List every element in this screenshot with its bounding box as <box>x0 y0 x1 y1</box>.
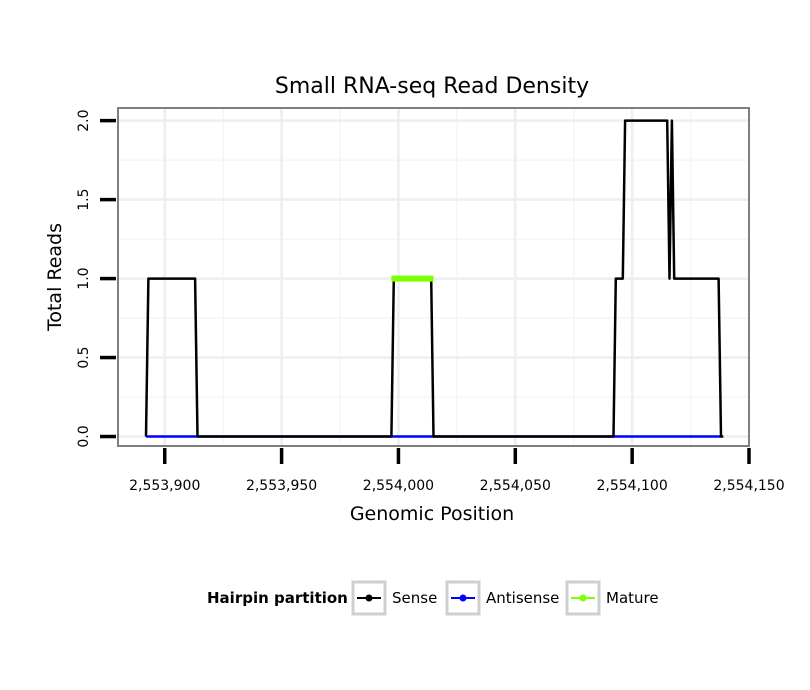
y-tick-label: 0.5 <box>76 346 92 368</box>
legend-key-point <box>459 594 467 602</box>
x-tick-label: 2,553,950 <box>246 478 317 494</box>
legend-key-point <box>365 594 373 602</box>
y-tick-label: 1.5 <box>76 188 92 210</box>
legend-label-sense: Sense <box>392 589 437 607</box>
series-layer <box>144 119 724 438</box>
y-axis: 0.0 0.5 1.0 1.5 2.0 <box>76 110 116 448</box>
x-tick-label: 2,554,000 <box>363 478 434 494</box>
legend-label-antisense: Antisense <box>486 589 559 607</box>
x-axis: 2,553,900 2,553,950 2,554,000 2,554,050 2,55… <box>129 448 785 494</box>
y-axis-title: Total Reads <box>44 223 66 332</box>
series-line-sense <box>144 119 724 438</box>
x-tick-label: 2,553,900 <box>129 478 200 494</box>
y-tick-label: 1.0 <box>76 267 92 289</box>
y-tick-label: 2.0 <box>76 110 92 132</box>
x-axis-title: Genomic Position <box>350 503 514 525</box>
panel-border <box>117 107 750 447</box>
legend-label-mature: Mature <box>606 589 659 607</box>
x-tick-label: 2,554,150 <box>713 478 784 494</box>
legend: Hairpin partition Sense Antisense Mature <box>207 580 659 616</box>
y-tick-label: 0.0 <box>76 425 92 447</box>
x-tick-label: 2,554,050 <box>480 478 551 494</box>
chart-title: Small RNA-seq Read Density <box>275 74 589 99</box>
legend-title: Hairpin partition <box>207 589 348 607</box>
x-tick-label: 2,554,100 <box>597 478 668 494</box>
legend-key-point <box>579 594 587 602</box>
